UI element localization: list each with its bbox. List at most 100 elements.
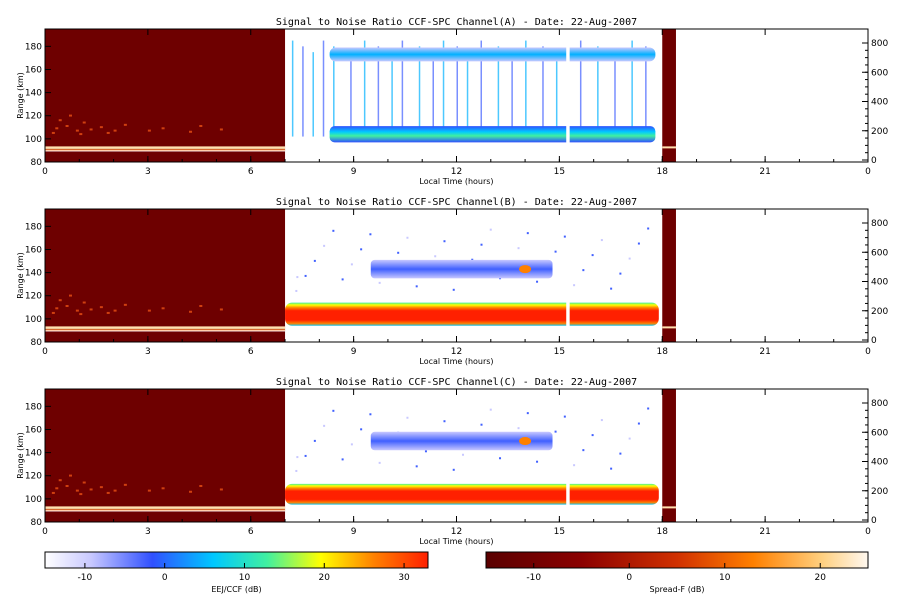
- spread-f-echo: [79, 313, 83, 316]
- spread-f-echo: [55, 487, 59, 490]
- spread-f-echo: [113, 129, 117, 132]
- spread-f-echo: [199, 484, 203, 487]
- x-tick-label: 9: [351, 167, 357, 177]
- noise-speck: [323, 424, 326, 427]
- noise-speck: [536, 280, 539, 283]
- colorbar-label: Spread-F (dB): [649, 585, 704, 594]
- noise-speck: [360, 248, 363, 251]
- noise-speck: [378, 461, 381, 464]
- spread-f-echo: [199, 124, 203, 127]
- spread-f-echo: [123, 303, 127, 306]
- spread-f-echo: [82, 481, 86, 484]
- upper-echo-layer: [370, 259, 553, 279]
- right-tick-label: 200: [871, 487, 888, 497]
- noise-streak: [391, 52, 393, 137]
- right-tick-label: 800: [871, 39, 888, 49]
- chart-panel-b: 0 3 6 9 12 15 18 21 0801001201401601800200400600…: [16, 197, 888, 366]
- x-tick-label: 12: [451, 527, 462, 537]
- y-tick-label: 180: [25, 42, 42, 52]
- y-tick-label: 180: [25, 402, 42, 412]
- noise-speck: [647, 407, 650, 410]
- noise-speck: [600, 419, 603, 422]
- y-tick-label: 100: [25, 315, 42, 325]
- x-tick-label: 0: [42, 167, 48, 177]
- right-tick-label: 0: [871, 156, 877, 166]
- spread-f-band: [45, 329, 286, 331]
- chart-title: Signal to Noise Ratio CCF-SPC Channel(C)…: [276, 377, 637, 388]
- spread-f-echo: [99, 126, 103, 129]
- y-tick-label: 160: [25, 245, 42, 255]
- spread-f-region: [662, 29, 676, 162]
- noise-speck: [369, 233, 372, 236]
- noise-speck: [350, 443, 353, 446]
- spread-f-echo: [89, 488, 93, 491]
- noise-speck: [582, 449, 585, 452]
- noise-speck: [610, 287, 613, 290]
- y-axis-label: Range (km): [16, 432, 25, 479]
- y-axis-label: Range (km): [16, 72, 25, 119]
- right-tick-label: 400: [871, 98, 888, 108]
- spread-f-echo: [51, 131, 55, 134]
- spread-f-echo: [199, 304, 203, 307]
- upper-echo-layer: [329, 47, 656, 62]
- y-tick-label: 80: [31, 158, 43, 168]
- spread-f-band: [45, 509, 286, 511]
- spread-f-echo: [89, 308, 93, 311]
- noise-speck: [313, 439, 316, 442]
- noise-speck: [323, 244, 326, 247]
- y-tick-label: 80: [31, 338, 43, 348]
- spread-f-echo: [113, 489, 117, 492]
- spread-f-echo: [69, 114, 73, 117]
- noise-streak: [497, 46, 500, 137]
- noise-speck: [313, 259, 316, 262]
- spread-f-echo: [75, 489, 79, 492]
- spread-f-echo: [69, 294, 73, 297]
- x-tick-label: 9: [351, 347, 357, 357]
- noise-streak: [555, 52, 558, 137]
- x-tick-label: 3: [145, 167, 151, 177]
- y-tick-label: 80: [31, 518, 43, 528]
- spread-f-echo: [89, 128, 93, 131]
- noise-speck: [628, 257, 631, 260]
- x-tick-label: 6: [248, 527, 254, 537]
- noise-speck: [452, 288, 455, 291]
- noise-speck: [443, 240, 446, 243]
- noise-speck: [350, 263, 353, 266]
- x-tick-label: 15: [554, 347, 565, 357]
- noise-speck: [434, 255, 437, 258]
- spread-f-region: [45, 389, 286, 522]
- noise-streak: [302, 46, 304, 137]
- spread-f-band: [662, 326, 676, 329]
- noise-streak: [597, 46, 599, 137]
- x-tick-label: 15: [554, 167, 565, 177]
- chart-title: Signal to Noise Ratio CCF-SPC Channel(B)…: [276, 197, 637, 208]
- noise-speck: [304, 274, 307, 277]
- right-tick-label: 200: [871, 127, 888, 137]
- noise-speck: [295, 469, 298, 472]
- noise-speck: [406, 236, 409, 239]
- colorbar-tick-label: 0: [162, 573, 168, 583]
- noise-speck: [619, 272, 622, 275]
- colorbar-tick-label: -10: [526, 573, 541, 583]
- noise-speck: [489, 408, 492, 411]
- y-tick-label: 120: [25, 292, 42, 302]
- spread-f-band: [45, 510, 286, 512]
- chart-panel-a: 0 3 6 9 12 15 18 21 0801001201401601800200400600…: [16, 17, 888, 186]
- noise-streak: [432, 52, 434, 137]
- spread-f-echo: [69, 474, 73, 477]
- colorbar-gradient: [44, 551, 429, 569]
- colorbar-label: EEJ/CCF (dB): [211, 585, 261, 594]
- y-tick-label: 100: [25, 495, 42, 505]
- eej-ccf-colorbar: -10 0 10 20 30 EEJ/CCF (dB): [44, 551, 429, 594]
- x-tick-label: 18: [657, 347, 669, 357]
- noise-streak: [614, 52, 616, 137]
- noise-speck: [480, 423, 483, 426]
- noise-speck: [369, 413, 372, 416]
- noise-speck: [415, 285, 418, 288]
- spread-f-echo: [79, 133, 83, 136]
- right-tick-label: 400: [871, 278, 888, 288]
- y-tick-label: 140: [25, 89, 42, 99]
- spread-f-echo: [189, 130, 193, 133]
- y-axis-label: Range (km): [16, 252, 25, 299]
